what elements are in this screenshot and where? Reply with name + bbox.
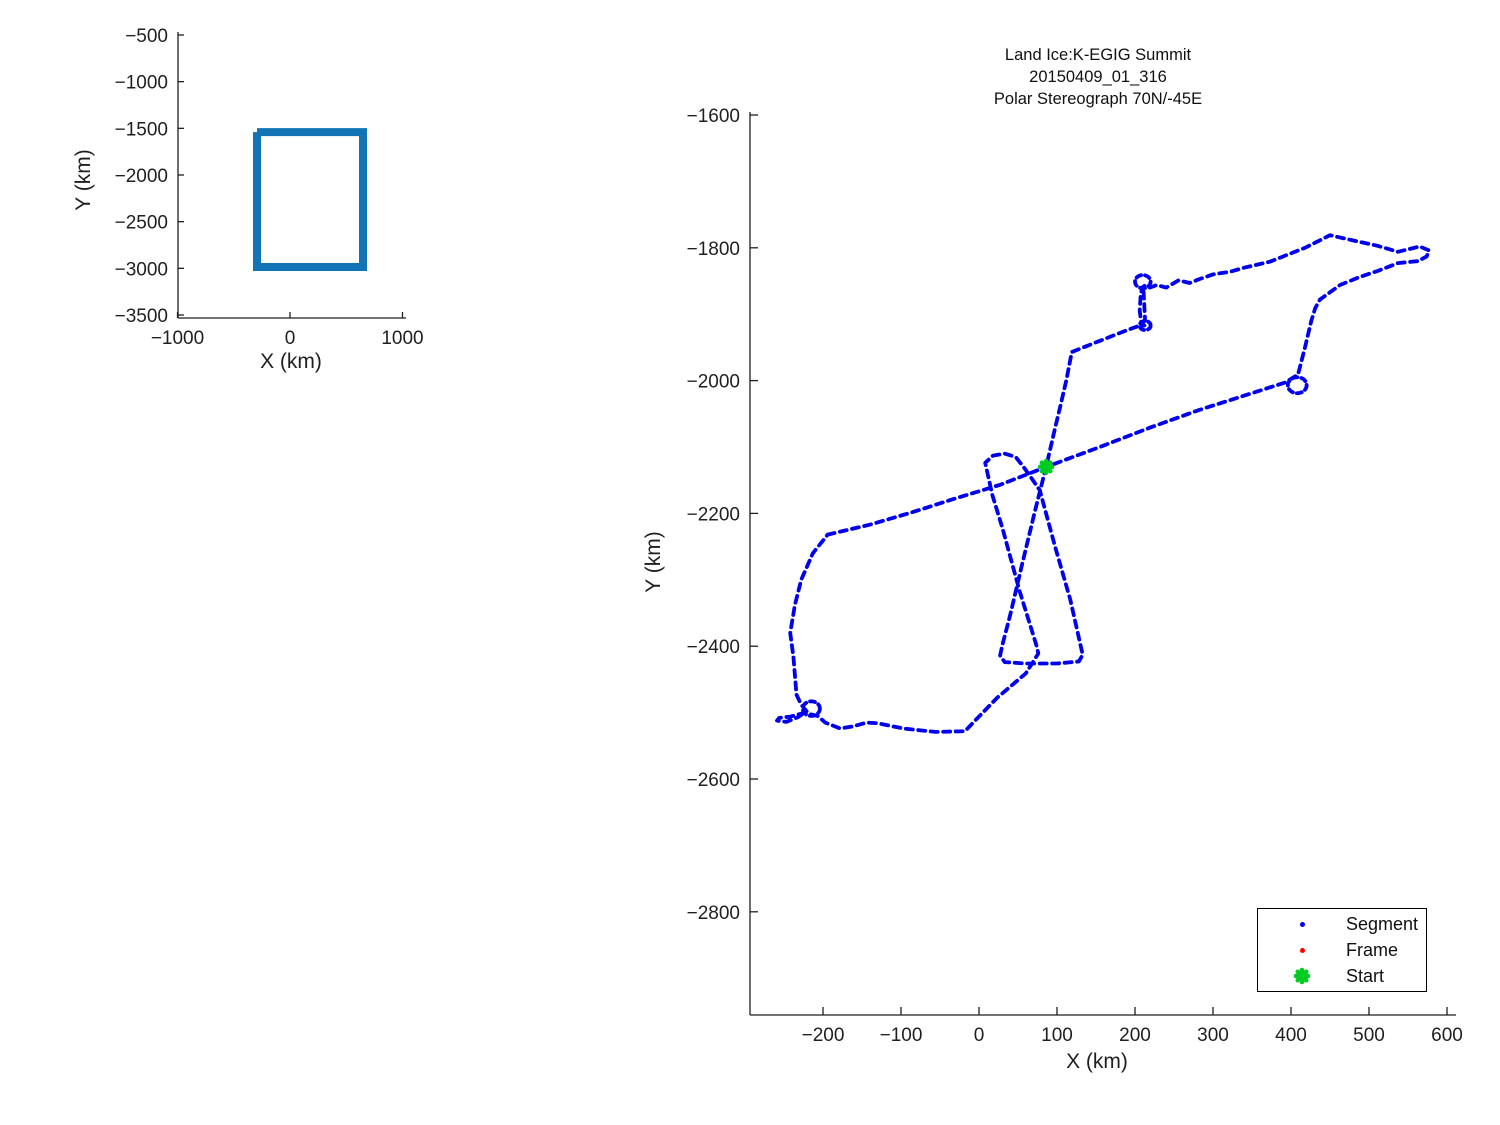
title-line-1: Land Ice:K-EGIG Summit [1004, 46, 1192, 64]
segment-dot-icon [1258, 921, 1346, 927]
flight-path-bowtie-return [1141, 289, 1147, 323]
main-plot-title: Land Ice:K-EGIG Summit 20150409_01_316 P… [848, 44, 1348, 110]
legend-label-frame: Frame [1346, 939, 1399, 960]
overview-x-tick-label: 0 [285, 328, 296, 349]
main-axes: −200 −100 0 100 200 300 400 500 600 −1600 −1800 −20… [687, 106, 1463, 1046]
overview-y-tick-label: −2000 [115, 166, 168, 187]
main-x-tick-label: −200 [802, 1025, 845, 1046]
start-marker [1293, 967, 1311, 985]
legend-label-start: Start [1346, 965, 1385, 986]
title-line-3: Polar Stereograph 70N/-45E [993, 90, 1203, 108]
overview-y-tick-label: −1500 [115, 119, 168, 140]
main-y-tick-label: −2400 [687, 637, 740, 658]
start-marker-arm [1295, 969, 1309, 983]
start-marker-arm [1039, 460, 1053, 474]
coverage-box-outline [253, 128, 367, 271]
frame-dot-icon [1258, 947, 1346, 953]
overview-y-tick-label: −3500 [115, 306, 168, 327]
flight-loop [1133, 273, 1153, 291]
flight-loop [800, 699, 822, 718]
title-line-2: 20150409_01_316 [1029, 68, 1167, 86]
main-x-tick-label: 200 [1119, 1025, 1151, 1046]
overview-y-tick-label: −2500 [115, 213, 168, 234]
overview-y-tick-label: −500 [125, 26, 168, 47]
main-x-tick-label: 600 [1431, 1025, 1463, 1046]
main-y-tick-label: −2800 [687, 903, 740, 924]
overview-x-axis-label: X (km) [260, 350, 322, 373]
start-star-icon [1258, 967, 1346, 985]
main-x-tick-label: 400 [1275, 1025, 1307, 1046]
main-y-tick-label: −1800 [687, 239, 740, 260]
overview-y-tick-label: −1000 [115, 73, 168, 94]
main-y-tick-label: −2000 [687, 372, 740, 393]
main-x-tick-label: 0 [974, 1025, 985, 1046]
main-x-axis-label: X (km) [1066, 1050, 1128, 1073]
main-y-tick-label: −1600 [687, 106, 740, 127]
legend-item-frame: Frame [1258, 937, 1426, 963]
legend-item-segment: Segment [1258, 911, 1426, 937]
main-y-tick-label: −2600 [687, 770, 740, 791]
legend: Segment Frame Start [1257, 908, 1427, 992]
main-y-axis-label: Y (km) [642, 531, 665, 593]
main-x-tick-label: 100 [1041, 1025, 1073, 1046]
overview-x-tick-label: 1000 [381, 328, 423, 349]
overview-x-tick-label: −1000 [151, 328, 204, 349]
legend-item-start: Start [1258, 963, 1426, 989]
main-x-tick-label: 300 [1197, 1025, 1229, 1046]
overview-y-tick-label: −3000 [115, 259, 168, 280]
flight-path [775, 233, 1431, 734]
main-x-tick-label: 500 [1353, 1025, 1385, 1046]
overview-axes: −1000 0 1000 −500 −1000 −1500 −2000 −2500 −3000 −… [115, 26, 424, 349]
main-x-tick-label: −100 [880, 1025, 923, 1046]
overview-y-axis-label: Y (km) [72, 149, 95, 211]
main-y-tick-label: −2200 [687, 504, 740, 525]
legend-label-segment: Segment [1346, 913, 1419, 934]
flight-loop [1285, 375, 1309, 396]
flight-loop [1137, 318, 1153, 332]
start-marker [1037, 458, 1055, 476]
